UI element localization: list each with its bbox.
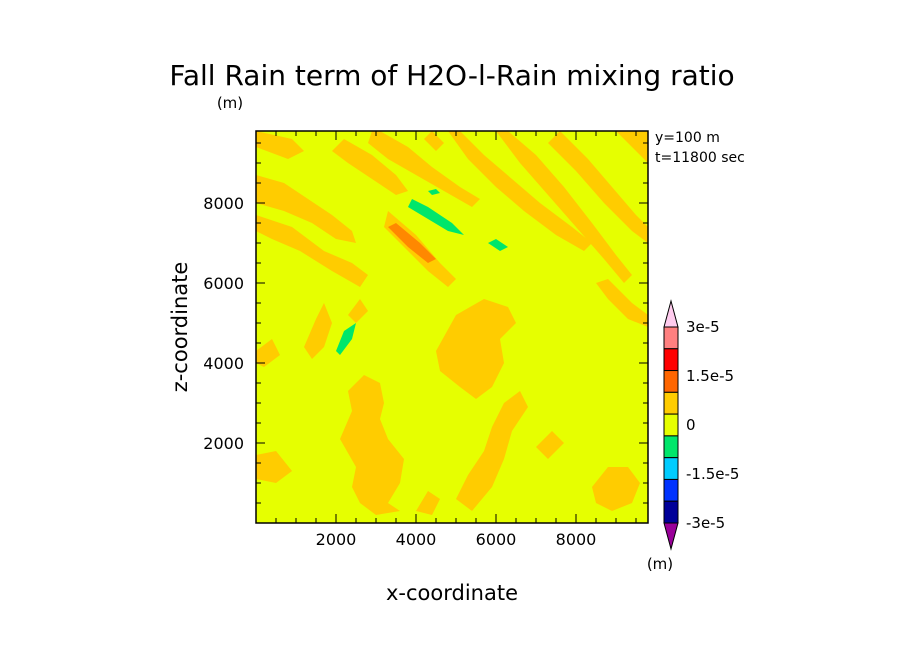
colorbar-band (663, 435, 679, 459)
contour-region-17 (304, 303, 332, 359)
contour-region-8 (616, 131, 648, 163)
colorbar-band (663, 500, 679, 524)
colorbar-tick-label: -1.5e-5 (686, 465, 739, 483)
contour-region-15 (592, 467, 640, 511)
contour-region-0 (256, 175, 356, 243)
chart-title: Fall Rain term of H2O-l-Rain mixing rati… (169, 59, 734, 92)
contour-region-5 (448, 131, 592, 251)
y-tick-label: 2000 (203, 434, 244, 453)
colorbar-tick-label: 1.5e-5 (686, 367, 734, 385)
contour-region-26 (428, 189, 440, 195)
contour-region-24 (488, 239, 508, 251)
contour-region-23 (408, 199, 464, 235)
colorbar-band (663, 413, 679, 437)
contour-region-6 (496, 131, 632, 283)
x-tick-label: 4000 (396, 530, 437, 549)
info-text: y=100 m t=11800 sec (655, 130, 745, 166)
contour-region-14 (456, 391, 528, 511)
colorbar-overflow-arrow (663, 299, 679, 328)
colorbar-underflow-arrow (663, 522, 679, 551)
contour-region-20 (416, 491, 440, 515)
colorbar: -3e-5 -1.5e-5 0 1.5e-5 3e-5 (663, 299, 739, 551)
y-axis-tick-labels: 2000 4000 6000 8000 (203, 194, 244, 453)
colorbar-tick-label: -3e-5 (686, 514, 725, 532)
colorbar-band (663, 348, 679, 372)
contour-region-2 (332, 139, 408, 195)
x-tick-label: 8000 (556, 530, 597, 549)
contour-region-16 (256, 451, 292, 483)
x-axis-label: x-coordinate (386, 581, 518, 605)
y-tick-label: 6000 (203, 274, 244, 293)
contour-region-21 (536, 431, 564, 459)
contour-region-9 (256, 131, 304, 159)
contour-regions (256, 131, 648, 515)
contour-region-25 (336, 323, 356, 355)
colorbar-tick-label: 0 (686, 416, 696, 434)
x-axis-tick-labels: 2000 4000 6000 8000 (316, 530, 597, 549)
plot-area (255, 130, 649, 524)
colorbar-band (663, 370, 679, 393)
x-tick-label: 6000 (476, 530, 517, 549)
colorbar-units-label: (m) (647, 555, 673, 573)
plot-frame (255, 130, 649, 524)
info-line-location: y=100 m (655, 130, 720, 146)
info-line-time: t=11800 sec (655, 150, 745, 166)
colorbar-band (663, 391, 679, 415)
contour-region-7 (548, 131, 648, 243)
colorbar-band (663, 457, 679, 480)
colorbar-tick-label: 3e-5 (686, 318, 720, 336)
x-tick-label: 2000 (316, 530, 357, 549)
y-tick-label: 4000 (203, 354, 244, 373)
axis-tick-marks (256, 131, 648, 523)
contour-region-19 (256, 339, 280, 367)
contour-region-11 (596, 279, 648, 327)
contour-region-13 (340, 375, 404, 515)
contour-region-1 (256, 215, 368, 287)
colorbar-band (663, 478, 679, 502)
contour-region-3 (368, 131, 480, 207)
y-tick-label: 8000 (203, 194, 244, 213)
colorbar-band (663, 326, 679, 350)
contour-region-18 (348, 299, 368, 323)
contour-region-22 (388, 223, 436, 263)
contour-region-12 (436, 299, 516, 399)
contour-region-10 (424, 131, 444, 151)
y-axis-label: z-coordinate (168, 262, 192, 393)
title-units-label: (m) (217, 94, 243, 112)
